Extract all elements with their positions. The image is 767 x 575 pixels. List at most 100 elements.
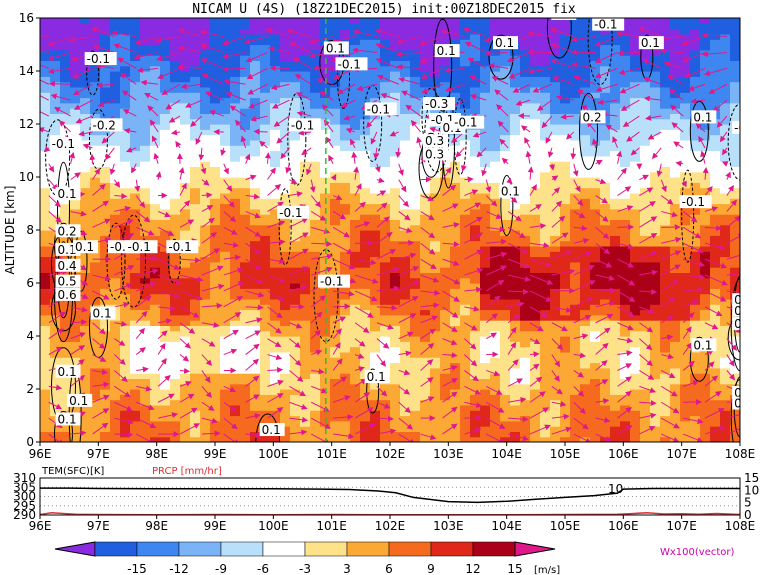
shading-cell [300, 177, 311, 183]
shading-cell [510, 293, 521, 300]
shading-cell [570, 113, 581, 120]
shading-cell [40, 309, 51, 316]
shading-cell [330, 420, 341, 427]
shading-cell [450, 330, 461, 337]
shading-cell [420, 277, 431, 284]
shading-cell [380, 431, 391, 438]
shading-cell [510, 171, 521, 178]
shading-cell [520, 256, 531, 263]
shading-cell [150, 28, 161, 35]
shading-cell [280, 108, 291, 114]
shading-cell [90, 33, 101, 40]
shading-cell [220, 23, 231, 30]
shading-cell [160, 55, 171, 61]
shading-cell [180, 108, 191, 114]
shading-cell [150, 86, 161, 93]
shading-cell [260, 261, 271, 268]
shading-cell [420, 431, 431, 438]
shading-cell [330, 314, 341, 321]
shading-cell [130, 224, 141, 231]
shading-cell [300, 336, 311, 342]
shading-cell [610, 203, 621, 210]
shading-cell [230, 383, 241, 390]
shading-cell [190, 298, 201, 305]
shading-cell [90, 161, 101, 167]
shading-cell [40, 86, 51, 93]
shading-cell [180, 44, 191, 51]
shading-cell [410, 304, 421, 311]
shading-cell [140, 182, 151, 189]
shading-cell [90, 81, 101, 88]
shading-cell [260, 245, 271, 252]
shading-cell [60, 55, 71, 61]
shading-cell [190, 330, 201, 337]
shading-cell [40, 182, 51, 189]
shading-cell [120, 420, 131, 427]
shading-cell [470, 404, 481, 411]
shading-cell [440, 283, 451, 289]
shading-cell [650, 341, 661, 348]
shading-cell [600, 97, 611, 104]
shading-cell [440, 389, 451, 395]
shading-cell [350, 436, 361, 442]
shading-cell [610, 378, 621, 385]
shading-cell [350, 145, 361, 152]
shading-cell [590, 92, 601, 99]
shading-cell [440, 245, 451, 252]
shading-cell [510, 81, 521, 88]
shading-cell [400, 219, 411, 226]
shading-cell [340, 23, 351, 30]
shading-cell [80, 362, 91, 369]
shading-cell [60, 102, 71, 109]
shading-cell [270, 129, 281, 136]
shading-cell [370, 320, 381, 326]
shading-cell [340, 341, 351, 348]
shading-cell [520, 245, 531, 252]
shading-cell [540, 203, 551, 210]
shading-cell [270, 261, 281, 268]
shading-cell [550, 214, 561, 220]
shading-cell [70, 182, 81, 189]
shading-cell [60, 108, 71, 114]
shading-cell [630, 426, 641, 432]
shading-cell [180, 251, 191, 258]
shading-cell [390, 23, 401, 30]
shading-cell [90, 420, 101, 427]
shading-cell [220, 272, 231, 279]
shading-cell [390, 399, 401, 406]
shading-cell [230, 309, 241, 316]
shading-cell [600, 65, 611, 72]
shading-cell [150, 113, 161, 120]
shading-cell [160, 124, 171, 130]
shading-cell [390, 171, 401, 178]
shading-cell [110, 389, 121, 395]
shading-cell [590, 208, 601, 215]
shading-cell [570, 256, 581, 263]
shading-cell [200, 240, 211, 247]
shading-cell [580, 155, 591, 162]
shading-cell [630, 177, 641, 183]
shading-cell [200, 60, 211, 67]
shading-cell [180, 373, 191, 379]
shading-cell [560, 155, 571, 162]
shading-cell [540, 267, 551, 273]
shading-cell [610, 192, 621, 199]
shading-cell [610, 320, 621, 326]
shading-cell [210, 145, 221, 152]
shading-cell [400, 113, 411, 120]
shading-cell [200, 150, 211, 157]
shading-cell [630, 187, 641, 194]
shading-cell [360, 161, 371, 167]
shading-cell [200, 309, 211, 316]
shading-cell [510, 367, 521, 374]
shading-cell [520, 203, 531, 210]
shading-cell [650, 60, 661, 67]
shading-cell [100, 39, 111, 46]
shading-cell [330, 389, 341, 395]
shading-cell [300, 293, 311, 300]
shading-cell [210, 288, 221, 295]
shading-cell [650, 346, 661, 353]
shading-cell [260, 320, 271, 326]
shading-cell [330, 256, 341, 263]
shading-cell [400, 23, 411, 30]
